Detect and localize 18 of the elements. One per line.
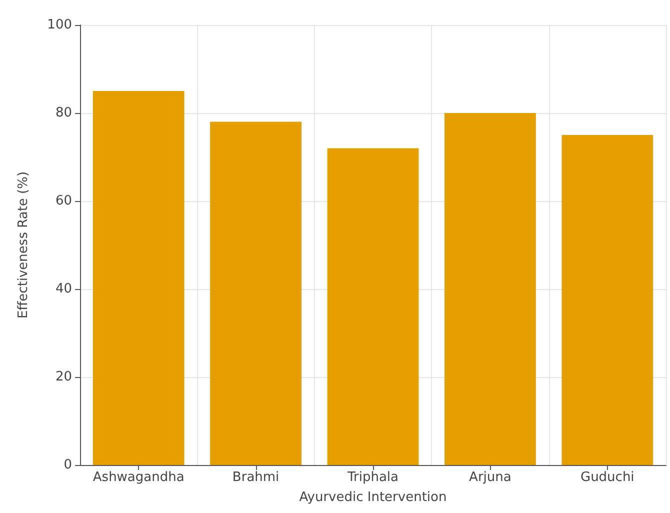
y-axis-title: Effectiveness Rate (%) xyxy=(16,171,31,319)
y-tick-label: 60 xyxy=(55,194,72,208)
y-tick-label: 40 xyxy=(55,282,72,296)
y-tick-label: 20 xyxy=(55,370,72,384)
y-tick-label: 80 xyxy=(55,106,72,120)
y-tick-label: 100 xyxy=(47,18,72,32)
x-tick-label: Triphala xyxy=(346,470,399,485)
bar xyxy=(210,122,302,465)
x-tick-label: Ashwagandha xyxy=(92,470,184,485)
bar xyxy=(327,148,419,465)
x-tick-label: Arjuna xyxy=(469,470,512,485)
bar xyxy=(444,113,536,465)
bar xyxy=(562,135,654,465)
x-axis-title: Ayurvedic Intervention xyxy=(299,490,447,505)
bar xyxy=(92,91,184,465)
x-tick-label: Brahmi xyxy=(232,470,280,485)
x-tick-label: Guduchi xyxy=(580,470,634,485)
y-tick-label: 0 xyxy=(64,458,72,472)
